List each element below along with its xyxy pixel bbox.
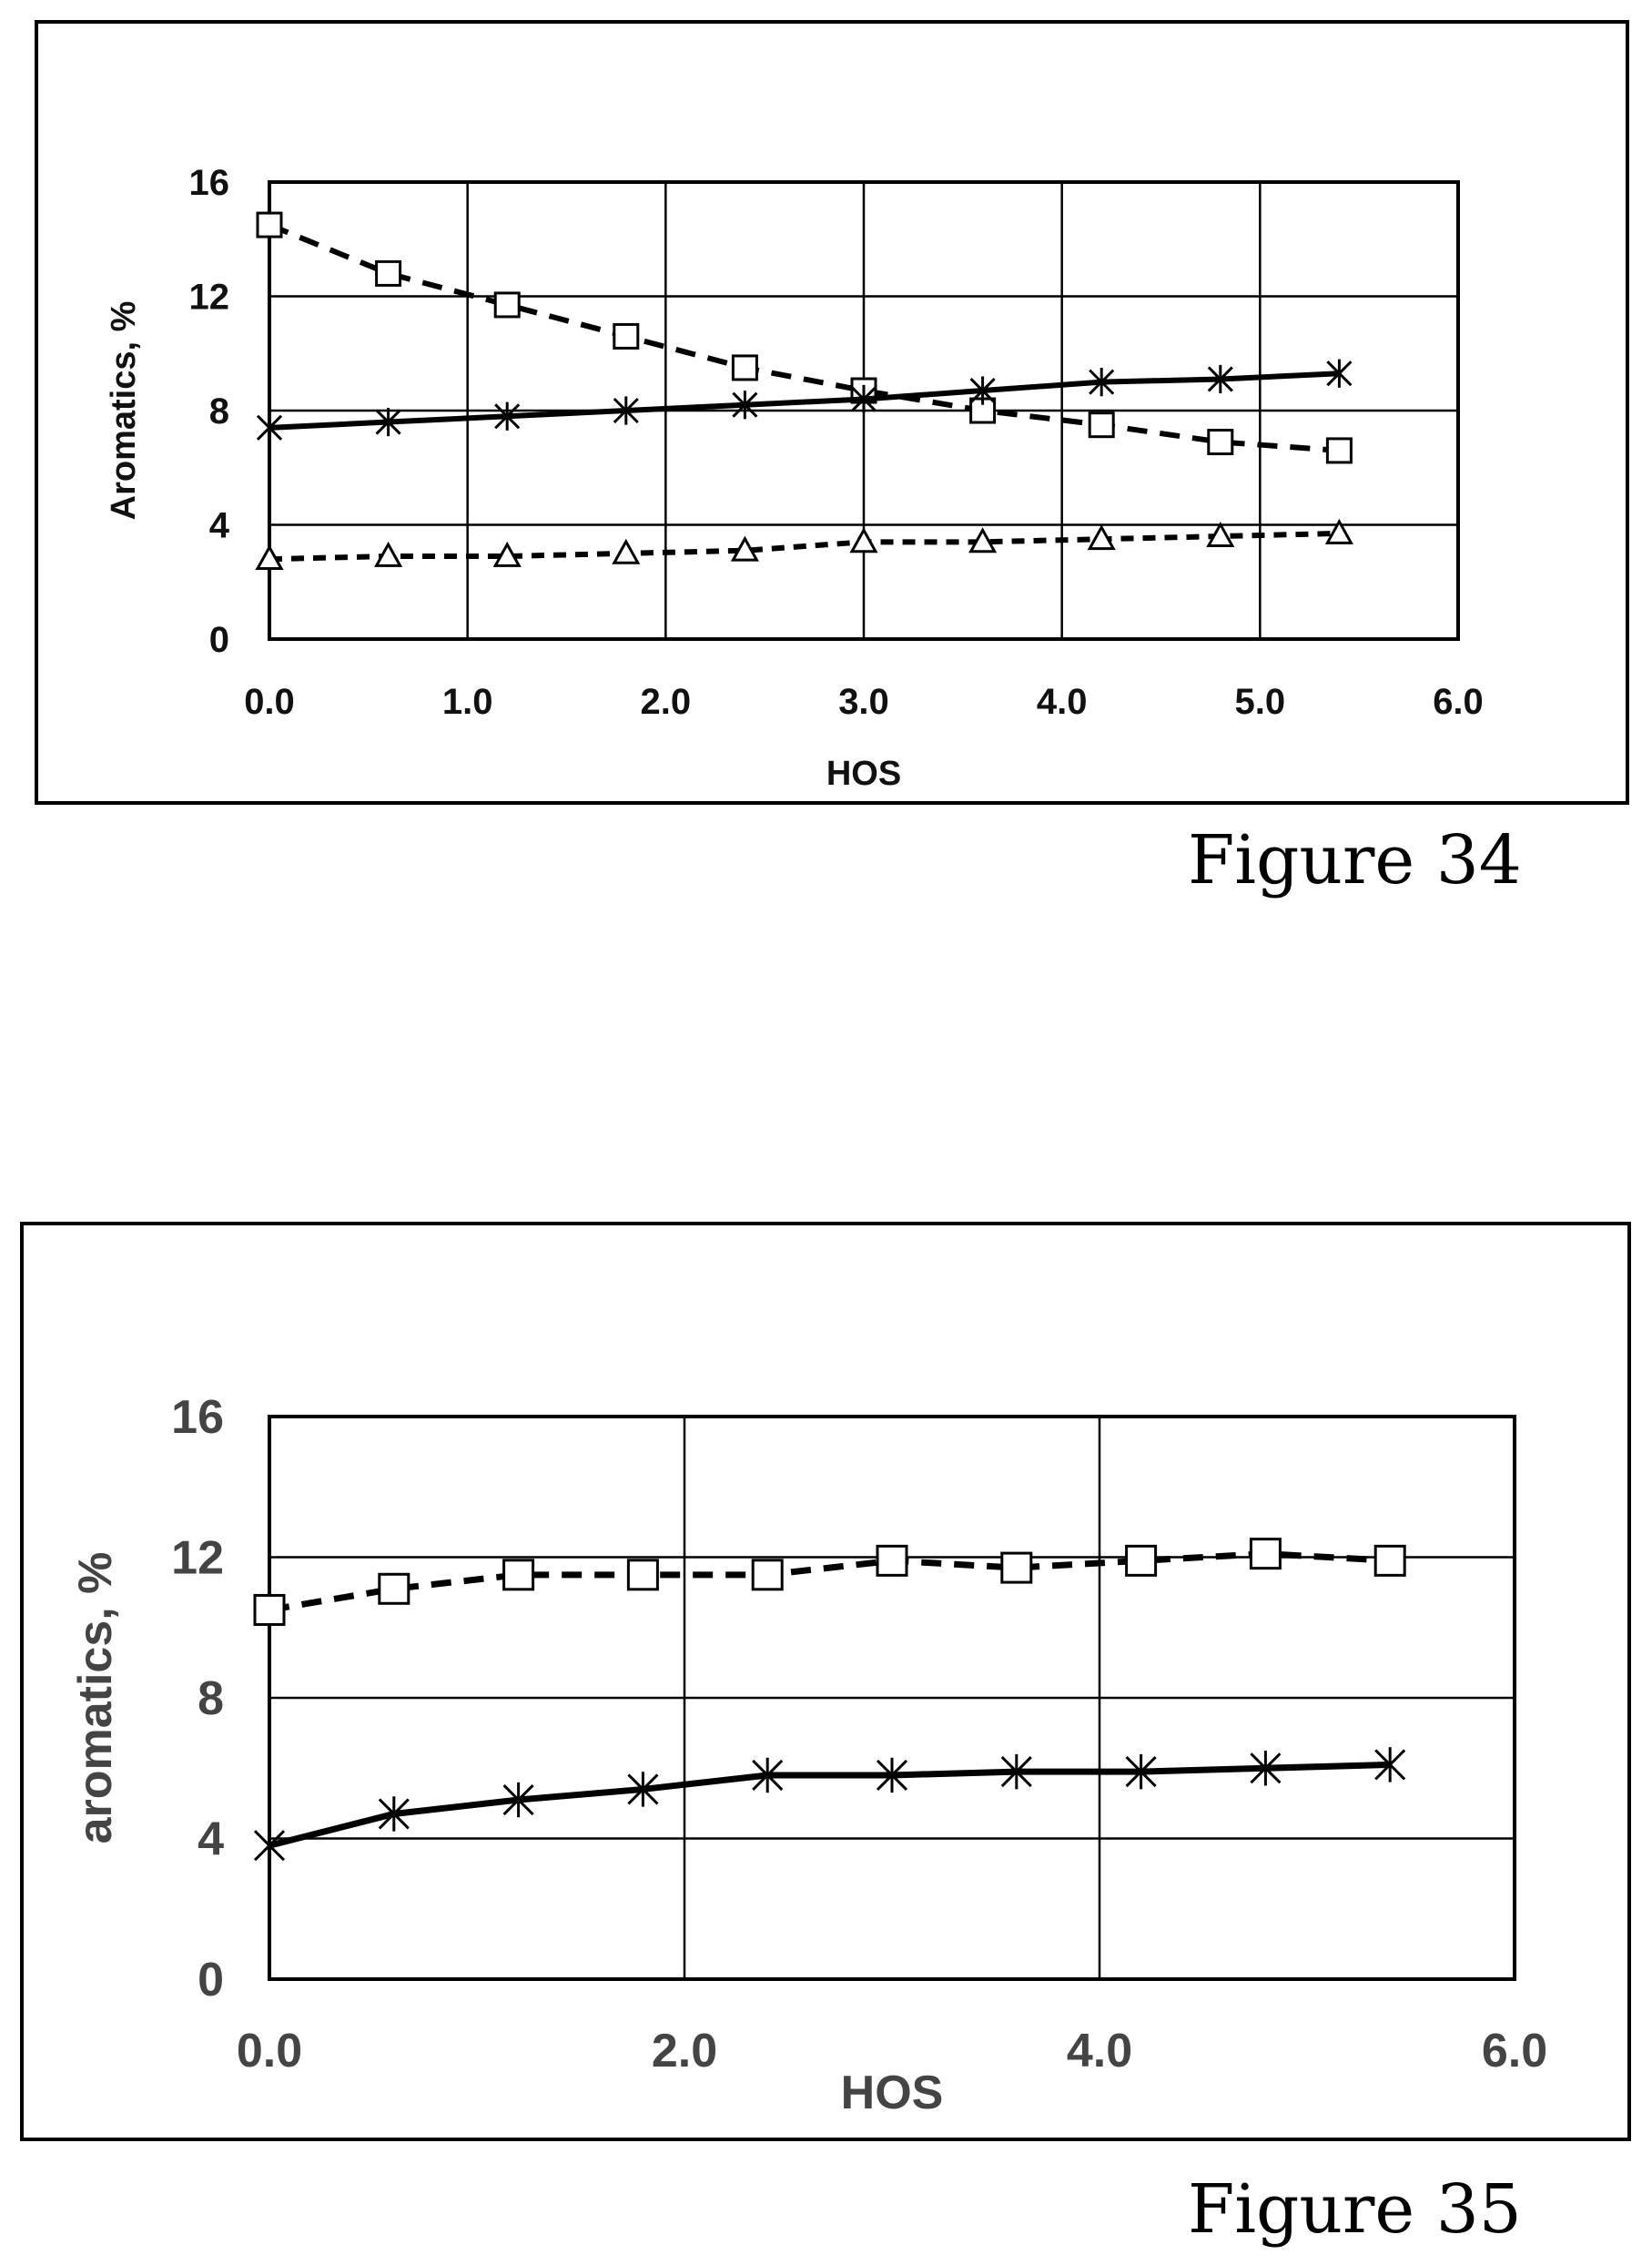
series-2-point xyxy=(1374,1747,1406,1783)
x-tick-label: 4.0 xyxy=(1037,682,1088,722)
series-2-point xyxy=(256,413,283,442)
series-1-point xyxy=(731,354,758,381)
series-1-point xyxy=(253,1593,286,1626)
series-3-point xyxy=(492,541,522,567)
series-1-point xyxy=(502,1559,535,1591)
series-2-point xyxy=(378,1796,410,1832)
series-2-point xyxy=(732,391,758,420)
series-2-point xyxy=(752,1757,784,1793)
series-2-point xyxy=(494,401,521,431)
series-1-point xyxy=(1373,1544,1406,1577)
series-1-line xyxy=(268,222,1340,453)
plot-area-border xyxy=(268,1415,1516,1981)
series-2-point xyxy=(876,1757,908,1793)
series-3-point xyxy=(1324,518,1353,544)
y-axis-label: Aromatics, % xyxy=(105,301,143,521)
series-1-point xyxy=(378,1572,410,1605)
x-axis-label: HOS xyxy=(841,2067,944,2119)
series-3-point xyxy=(968,527,998,554)
x-tick-label: 0.0 xyxy=(244,682,295,722)
y-tick-label: 12 xyxy=(171,1532,224,1585)
series-1-point xyxy=(626,1559,659,1591)
series-1-point xyxy=(613,322,640,350)
series-3-point xyxy=(612,538,641,564)
series-2-point xyxy=(375,407,401,437)
figure-34-chart: 0.0 1.0 2.0 3.0 4.0 5.0 6.0 0 4 8 12 16 HOS Aromatics… xyxy=(105,163,1484,793)
y-tick-label: 8 xyxy=(209,391,229,432)
series-1-point xyxy=(1000,1551,1033,1584)
series-1-point xyxy=(1207,429,1234,456)
series-2-point xyxy=(253,1828,286,1864)
figure-35-frame: 0.0 2.0 4.0 6.0 0 4 8 12 16 HOS aromatics, % xyxy=(20,1222,1631,2141)
y-tick-label: 4 xyxy=(209,506,230,546)
series-3-line xyxy=(269,530,1340,563)
y-tick-label: 0 xyxy=(209,620,229,660)
series-1-point xyxy=(1088,411,1115,439)
series-2-line xyxy=(269,371,1340,431)
series-1-point xyxy=(1325,437,1353,464)
series-2-point xyxy=(969,376,996,405)
series-2-point xyxy=(1089,368,1115,397)
series-1-point xyxy=(375,259,402,287)
series-2-point xyxy=(627,1772,659,1807)
figure-34-caption: Figure 34 xyxy=(1188,821,1522,899)
series-1-point xyxy=(256,211,283,239)
series-1-point xyxy=(493,291,521,319)
series-3-point xyxy=(255,544,284,571)
series-2-point xyxy=(1125,1753,1157,1790)
x-tick-label: 0.0 xyxy=(237,2025,302,2077)
series-2-line xyxy=(269,1761,1391,1849)
series-3-point xyxy=(1206,521,1235,547)
series-2-point xyxy=(850,384,877,414)
series-1-point xyxy=(1125,1544,1158,1577)
x-tick-label: 6.0 xyxy=(1482,2025,1547,2077)
x-tick-label: 5.0 xyxy=(1235,682,1286,722)
x-tick-label: 6.0 xyxy=(1433,682,1484,722)
x-tick-label: 3.0 xyxy=(838,682,889,722)
y-tick-label: 16 xyxy=(189,163,230,203)
figure-35-chart: 0.0 2.0 4.0 6.0 0 4 8 12 16 HOS aromatics, % xyxy=(69,1391,1547,2119)
figure-35-caption: Figure 35 xyxy=(1188,2170,1522,2249)
y-tick-label: 8 xyxy=(198,1672,224,1725)
x-tick-label: 4.0 xyxy=(1067,2025,1132,2077)
y-tick-label: 0 xyxy=(198,1954,224,2006)
series-2-point xyxy=(1250,1751,1282,1786)
series-3-point xyxy=(1087,524,1116,551)
series-1-point xyxy=(1249,1538,1282,1570)
figure-34-frame: 0.0 1.0 2.0 3.0 4.0 5.0 6.0 0 4 8 12 16 HOS Aromatics… xyxy=(35,20,1629,805)
y-tick-label: 4 xyxy=(198,1813,224,1866)
series-2-point xyxy=(1000,1753,1032,1790)
series-2-point xyxy=(1326,359,1353,388)
x-tick-label: 2.0 xyxy=(641,682,692,722)
series-3-point xyxy=(849,527,878,554)
x-tick-label: 2.0 xyxy=(652,2025,717,2077)
series-1-point xyxy=(751,1559,784,1591)
series-1-line xyxy=(269,1550,1391,1613)
series-3-point xyxy=(374,541,403,567)
x-tick-label: 1.0 xyxy=(442,682,493,722)
series-2-point xyxy=(1207,364,1233,394)
x-axis-label: HOS xyxy=(826,755,901,793)
series-1-point xyxy=(876,1544,908,1577)
series-3-point xyxy=(730,535,759,562)
series-2-point xyxy=(613,396,639,425)
y-tick-label: 12 xyxy=(189,278,230,318)
plot-area-border xyxy=(268,180,1460,641)
series-2-point xyxy=(502,1782,534,1818)
y-tick-label: 16 xyxy=(171,1391,224,1444)
y-axis-label: aromatics, % xyxy=(69,1552,122,1844)
